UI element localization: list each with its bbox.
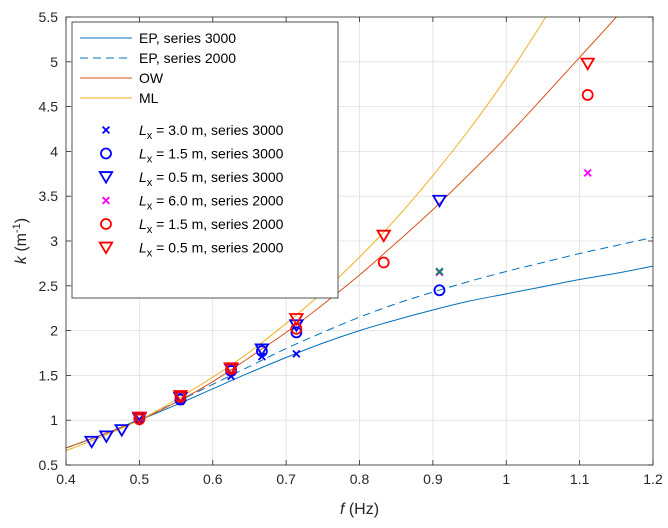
- legend-label: Lx = 1.5 m, series 3000: [139, 146, 284, 166]
- markers-group: [83, 57, 596, 450]
- legend-label: OW: [139, 70, 164, 86]
- series-line-1: [66, 265, 653, 449]
- data-point-2: [290, 326, 303, 339]
- x-axis-label: f (Hz): [340, 501, 379, 518]
- legend-label-subscript: x: [147, 130, 153, 142]
- ticks: [65, 16, 654, 466]
- x-tick-label: 0.6: [203, 471, 223, 487]
- y-tick-label: 4: [50, 143, 58, 159]
- y-tick-label: 5: [50, 54, 58, 70]
- x-tick-label: 1: [502, 471, 510, 487]
- legend-label: Lx = 0.5 m, series 3000: [139, 169, 284, 189]
- series-line-3: [66, 17, 617, 449]
- x-tick-label: 0.7: [276, 471, 296, 487]
- extra-data-point: [435, 267, 444, 276]
- legend-marker-sample: [98, 241, 114, 255]
- legend-marker-sample: [98, 171, 114, 185]
- legend-marker-sample-stroke-b: [101, 125, 111, 135]
- data-point-4-stroke-b: [583, 168, 592, 177]
- y-axis-unit-close: ): [13, 218, 30, 223]
- legend-marker-sample-stroke-b: [101, 196, 111, 205]
- legend-label-rest: = 1.5 m, series 3000: [152, 146, 283, 162]
- tick-labels: 0.4 0.5 0.6 0.7 0.8 0.9 1 1.1 1.20.511.522.533.5…: [39, 9, 663, 487]
- series-line-4: [66, 17, 547, 452]
- grid: [66, 17, 653, 465]
- x-axis-unit: (Hz): [344, 501, 379, 518]
- legend-marker-sample: [100, 218, 112, 230]
- legend-label-rest: = 3.0 m, series 3000: [152, 122, 283, 138]
- legend-label-var: L: [139, 216, 147, 232]
- y-tick-label: 2.5: [39, 278, 59, 294]
- legend-marker-sample: [101, 196, 111, 205]
- y-axis-label: k (m-1): [11, 218, 30, 264]
- legend-label-subscript: x: [147, 201, 153, 213]
- legend-label-subscript: x: [147, 177, 153, 189]
- legend-label: EP, series 3000: [139, 30, 236, 46]
- data-point-4: [583, 168, 592, 177]
- legend-label-var: L: [139, 122, 147, 138]
- legend-label-var: L: [139, 193, 147, 209]
- y-tick-label: 3.5: [39, 188, 59, 204]
- data-point-6: [223, 362, 239, 376]
- y-tick-label: 1.5: [39, 367, 59, 383]
- legend-label-subscript: x: [147, 248, 153, 260]
- x-axis-var: f: [340, 501, 346, 518]
- y-axis-var: k: [13, 255, 30, 264]
- data-point-6: [131, 411, 148, 425]
- legend-label: Lx = 3.0 m, series 3000: [139, 122, 284, 142]
- legend-label-subscript: x: [147, 154, 153, 166]
- legend-label: Lx = 6.0 m, series 2000: [139, 193, 284, 213]
- x-tick-label: 1.2: [643, 471, 663, 487]
- data-point-6: [375, 229, 392, 243]
- x-tick-label: 0.8: [350, 471, 370, 487]
- data-point-5: [377, 256, 390, 269]
- data-point-3: [113, 424, 130, 438]
- legend-label-rest: = 0.5 m, series 2000: [152, 240, 283, 256]
- data-point-6: [288, 313, 305, 327]
- y-tick-label: 1: [50, 412, 58, 428]
- legend-label: ML: [139, 90, 159, 106]
- legend: EP, series 3000 EP, series 2000 OW ML Lx = 3…: [71, 21, 339, 299]
- x-tick-label: 0.5: [130, 471, 150, 487]
- data-point-3: [431, 194, 448, 209]
- y-tick-label: 5.5: [39, 9, 59, 25]
- data-point-2: [433, 284, 446, 297]
- legend-label-rest: = 6.0 m, series 2000: [152, 193, 283, 209]
- legend-label-var: L: [139, 169, 147, 185]
- x-tick-label: 1.1: [570, 471, 590, 487]
- y-axis-unit: (m: [13, 233, 30, 256]
- data-point-5: [581, 89, 594, 101]
- legend-marker-sample: [100, 147, 112, 160]
- x-tick-label: 0.4: [56, 471, 76, 487]
- data-point-6: [579, 57, 596, 71]
- y-tick-label: 4.5: [39, 99, 59, 115]
- legend-label: EP, series 2000: [139, 50, 236, 66]
- data-point-6: [172, 390, 189, 404]
- y-tick-label: 3: [50, 233, 58, 249]
- legend-label-subscript: x: [147, 224, 153, 236]
- legend-box: [71, 21, 339, 299]
- legend-label-rest: = 0.5 m, series 3000: [152, 169, 283, 185]
- y-axis-unit-exponent: -1: [11, 223, 23, 233]
- legend-label: Lx = 1.5 m, series 2000: [139, 216, 284, 236]
- y-tick-label: 0.5: [39, 457, 59, 473]
- series-group: [66, 17, 653, 452]
- legend-label-var: L: [139, 146, 147, 162]
- legend-marker-sample: [101, 125, 111, 135]
- data-point-3: [83, 435, 100, 450]
- data-point-3: [254, 343, 270, 357]
- legend-label-var: L: [139, 240, 147, 256]
- data-point-1: [292, 349, 301, 358]
- data-point-1-stroke-b: [292, 349, 301, 358]
- extra-data-point-stroke-b: [435, 267, 444, 276]
- x-tick-label: 0.9: [423, 471, 443, 487]
- data-point-3: [98, 430, 115, 444]
- y-tick-label: 2: [50, 323, 58, 339]
- legend-label-rest: = 1.5 m, series 2000: [152, 216, 283, 232]
- data-point-3: [172, 391, 189, 406]
- legend-label: Lx = 0.5 m, series 2000: [139, 240, 284, 260]
